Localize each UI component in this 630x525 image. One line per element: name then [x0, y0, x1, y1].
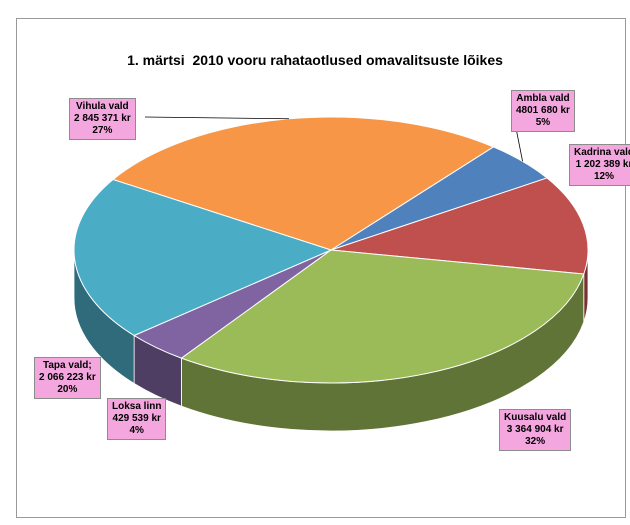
- slice-label-vihula: Vihula vald 2 845 371 kr 27%: [69, 98, 136, 140]
- chart-title: 1. märtsi 2010 vooru rahataotlused omava…: [127, 52, 503, 68]
- slice-label-kadrina: Kadrina vald 1 202 389 kr 12%: [569, 144, 630, 186]
- slice-label-tapa: Tapa vald; 2 066 223 kr 20%: [34, 357, 101, 399]
- pie-slice-kadrinavald: [330, 177, 589, 275]
- leader-line-vihulavald: [144, 116, 290, 120]
- slice-label-loksa: Loksa linn 429 539 kr 4%: [107, 398, 167, 440]
- pie-slice-kuusaluvald: [180, 249, 585, 384]
- pie-slice-tapavald: [73, 178, 333, 337]
- slice-label-kuusalu: Kuusalu vald 3 364 904 kr 32%: [499, 409, 572, 451]
- slice-label-ambla: Ambla vald 4801 680 kr 5%: [511, 90, 575, 132]
- pie-slice-vihulavald: [112, 116, 495, 251]
